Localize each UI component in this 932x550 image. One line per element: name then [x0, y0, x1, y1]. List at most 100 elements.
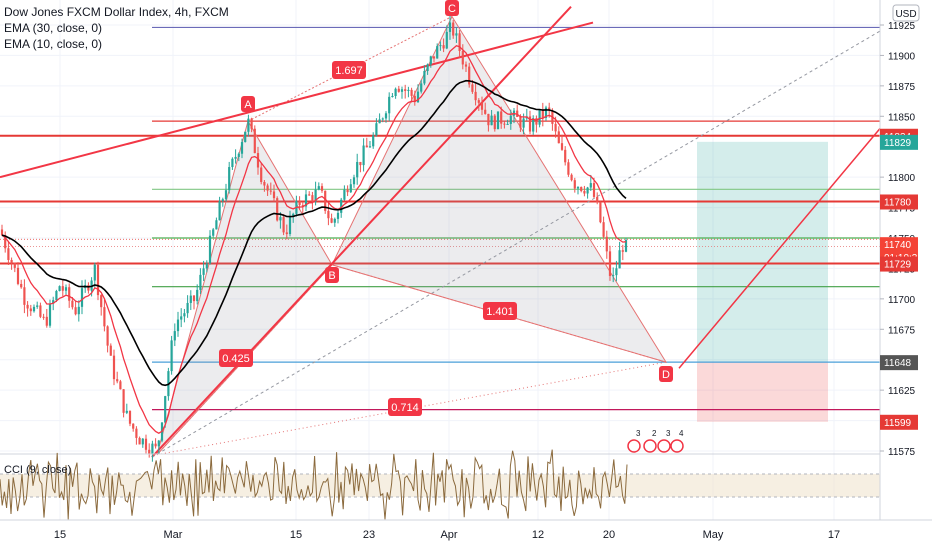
ratio-badge: [219, 349, 253, 367]
candle-body: [132, 423, 135, 429]
candle-body: [388, 96, 391, 114]
candle-body: [480, 102, 484, 110]
candle-body: [474, 91, 477, 101]
x-tick-label: 23: [363, 529, 375, 541]
candle-body: [532, 118, 535, 132]
candle-body: [205, 263, 208, 269]
candle-body: [352, 177, 356, 185]
candle-body: [71, 300, 74, 308]
candle-body: [541, 109, 544, 118]
candle-body: [282, 217, 285, 233]
candle-body: [144, 438, 148, 450]
cci-band: [0, 474, 880, 497]
price-axis-labels: 1183411829117801174001:10:34117291164811…: [880, 128, 923, 430]
loss-zone: [697, 362, 828, 422]
candle-body: [336, 212, 340, 219]
candle-body: [276, 198, 279, 221]
candle-body: [324, 190, 327, 211]
candle-body: [10, 259, 13, 264]
candle-body: [554, 123, 557, 132]
candle-body: [487, 113, 490, 126]
long-position-tool: [697, 141, 828, 422]
candle-body: [192, 295, 196, 302]
candle-body: [378, 119, 381, 124]
indicator-ema-10: EMA (10, close, 0): [4, 37, 103, 51]
candle-body: [400, 89, 404, 92]
candle-body: [141, 438, 144, 445]
candle-body: [528, 116, 532, 132]
candle-body: [308, 194, 311, 196]
candle-body: [535, 118, 538, 125]
candle-body: [272, 191, 276, 199]
candle-body: [100, 295, 103, 308]
point-d-marker: [659, 366, 673, 382]
candle-body: [112, 355, 116, 380]
candle-body: [381, 118, 384, 120]
candle-body: [365, 145, 368, 148]
lower-trendline: [151, 6, 572, 458]
x-tick-label: 15: [54, 529, 66, 541]
candle-body: [0, 229, 4, 236]
candle-body: [500, 111, 503, 124]
candle-body: [125, 410, 128, 413]
y-tick-label: 11875: [888, 82, 916, 93]
candle-body: [279, 217, 282, 221]
price-label: 11648: [884, 358, 912, 369]
candle-body: [570, 174, 573, 181]
candle-body: [394, 88, 397, 97]
candle-body: [407, 89, 410, 91]
candle-body: [317, 186, 320, 190]
ema-30-line: [1, 79, 627, 387]
candle-body: [413, 95, 416, 103]
candle-body: [375, 123, 378, 136]
candle-body: [48, 303, 52, 326]
candle-body: [224, 190, 228, 200]
ema-10-line: [1, 44, 627, 434]
candle-body: [176, 319, 180, 332]
candle-body: [109, 345, 112, 356]
y-tick-label: 11625: [888, 386, 916, 397]
projection-line: [678, 127, 881, 369]
candle-body: [218, 201, 221, 221]
candle-body: [234, 156, 237, 159]
x-tick-label: Apr: [440, 529, 457, 541]
candle-body: [128, 410, 132, 424]
wave-marker: [657, 439, 671, 453]
candles: [0, 15, 628, 462]
candle-body: [404, 89, 407, 91]
chart-title: Dow Jones FXCM Dollar Index, 4h, FXCM: [4, 5, 229, 19]
candle-body: [247, 118, 250, 132]
candle-body: [397, 88, 400, 92]
candle-body: [199, 274, 202, 290]
candle-body: [589, 183, 592, 188]
candle-body: [564, 149, 567, 163]
y-tick-label: 11575: [888, 447, 916, 458]
ratio-label: 1.401: [486, 306, 514, 318]
candle-body: [544, 107, 548, 118]
candle-body: [285, 232, 288, 235]
candle-body: [301, 205, 304, 207]
candle-body: [228, 167, 231, 191]
wave-label: 3: [636, 429, 641, 438]
y-tick-label: 11925: [888, 21, 916, 32]
candle-body: [58, 286, 61, 291]
ratio-label: 0.425: [222, 353, 250, 365]
price-label-box: [880, 256, 918, 272]
candle-body: [74, 307, 77, 315]
candle-body: [45, 316, 48, 326]
price-label: 11740: [884, 240, 912, 251]
candle-body: [256, 153, 260, 168]
price-label-box: [880, 414, 918, 430]
candle-body: [288, 216, 292, 235]
candle-body: [420, 83, 423, 92]
point-a-marker: [241, 96, 255, 112]
candle-body: [496, 111, 500, 130]
candle-body: [557, 131, 560, 144]
y-tick-label: 11850: [888, 112, 916, 123]
candle-body: [586, 187, 589, 194]
candle-body: [231, 158, 234, 168]
candle-body: [452, 22, 455, 36]
ratio-label: 0.714: [391, 402, 419, 414]
x-tick-label: 17: [828, 529, 840, 541]
